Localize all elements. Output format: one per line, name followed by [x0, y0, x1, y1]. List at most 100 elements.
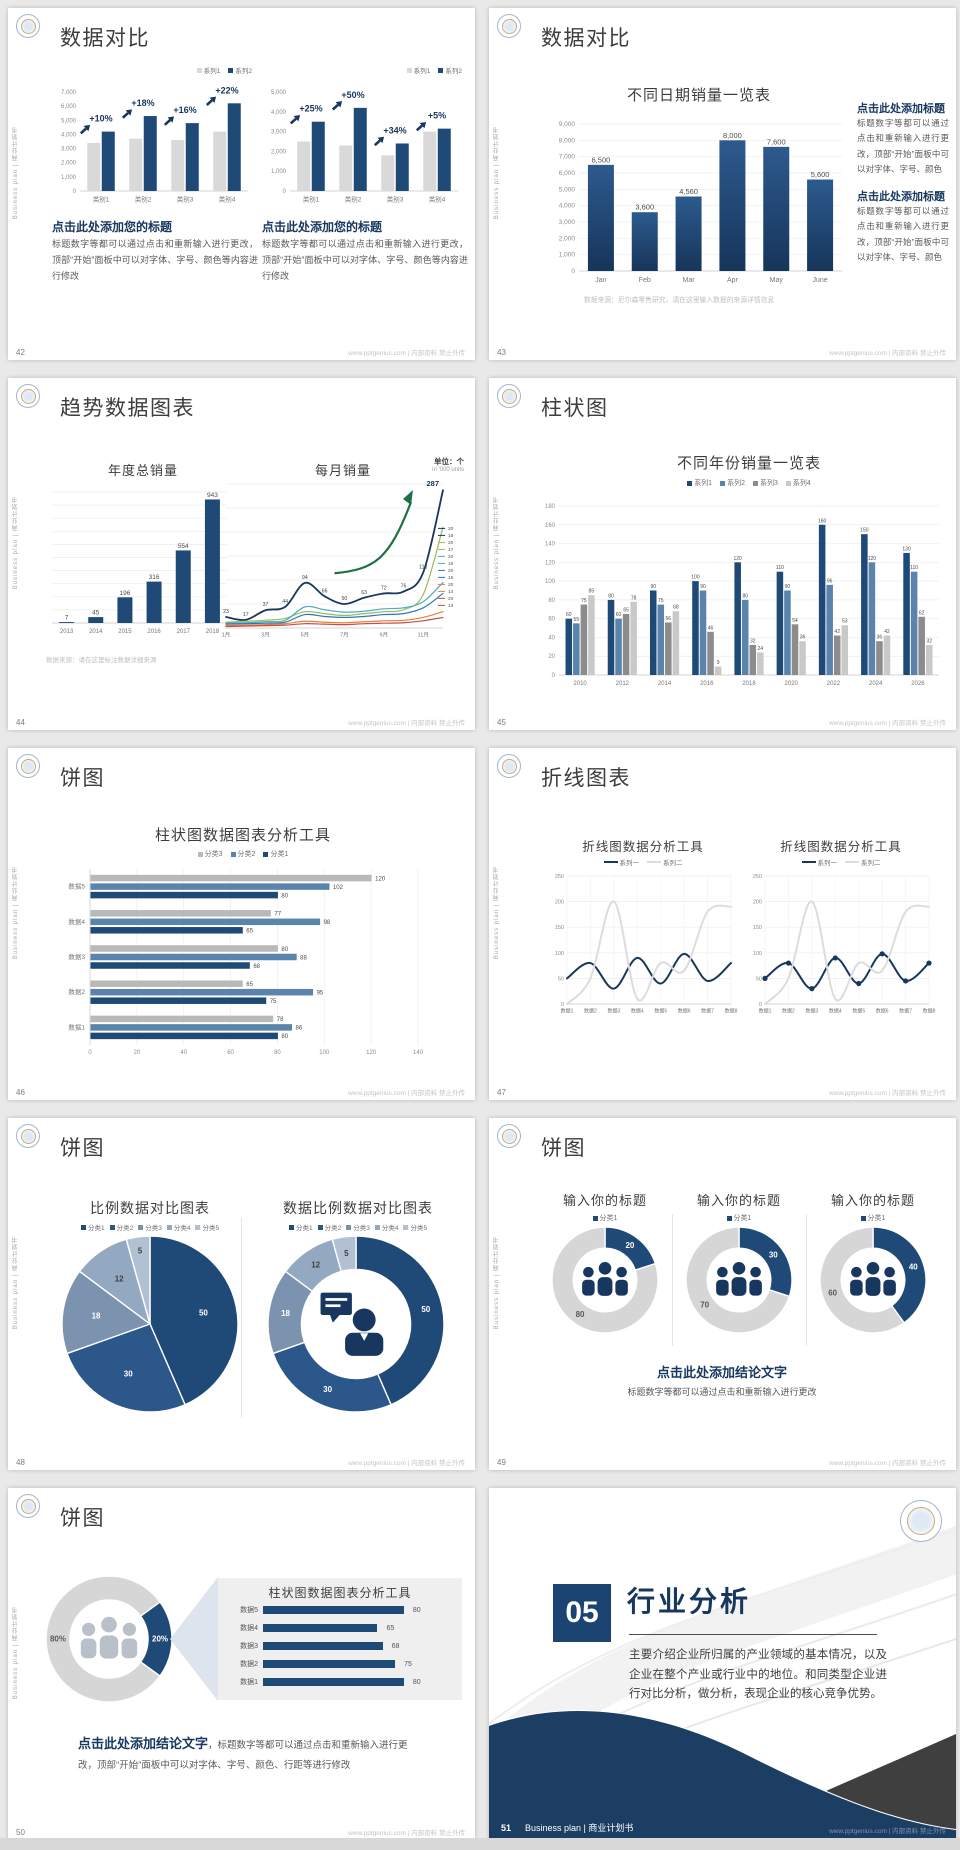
page-number: 42 [16, 348, 25, 357]
svg-text:68: 68 [673, 605, 679, 611]
row-value: 68 [391, 1642, 400, 1650]
legend-swatch-icon [166, 1224, 172, 1230]
legend-item: 分类1 [80, 1222, 105, 1232]
conclusion-heading: 点击此处添加结论文字 [656, 1365, 787, 1380]
legend-label: 系列3 [760, 480, 778, 487]
legend-line-swatch-icon [647, 861, 661, 863]
vertical-brand-text: Business plan | 商业计划书 [494, 1236, 500, 1330]
svg-text:18: 18 [448, 533, 454, 539]
divider [672, 1214, 673, 1346]
row-value: 80 [412, 1606, 421, 1614]
svg-text:90: 90 [650, 584, 656, 590]
grouped-bar-chart-left: 0 1,000 2,000 3,000 4,000 5,000 6,000 7,000 类别1 类… [61, 85, 248, 204]
legend-item: 分类4 [166, 1222, 190, 1232]
svg-text:120: 120 [734, 556, 743, 562]
section-title: 行业分析 [627, 1586, 752, 1617]
svg-text:75: 75 [581, 598, 587, 604]
svg-text:95: 95 [317, 990, 324, 996]
svg-text:数据4: 数据4 [631, 1008, 644, 1015]
legend-swatch-icon [860, 1215, 866, 1221]
svg-text:80: 80 [548, 598, 555, 604]
svg-text:2024: 2024 [869, 681, 883, 687]
svg-text:数据1: 数据1 [561, 1008, 574, 1015]
slide-49: Business plan | 商业计划书 饼图 输入你的标题 分类1 20 80… [489, 1118, 956, 1470]
brand-seal-icon [497, 14, 521, 38]
row-bar [263, 1624, 378, 1632]
brand-seal-icon [16, 14, 40, 38]
svg-text:0: 0 [283, 189, 287, 195]
row-label: 数据2 [240, 1661, 258, 1668]
svg-text:0: 0 [759, 1002, 762, 1008]
chart-title: 输入你的标题 [562, 1193, 647, 1208]
svg-text:4,000: 4,000 [61, 132, 77, 138]
svg-text:2010: 2010 [573, 681, 587, 687]
conclusion-text: 点击此处添加结论文字，标题数字等都可以通过点击和重新输入进行更改，顶部“开始”面… [78, 1732, 410, 1775]
section-body: 主要介绍企业所归属的产业领域的基本情况，以及企业在整个产业或行业中的地位。和同类… [629, 1649, 887, 1701]
svg-text:数据4: 数据4 [68, 917, 85, 926]
legend-label: 系列二 [861, 860, 881, 867]
svg-text:94: 94 [302, 575, 308, 581]
svg-text:2026: 2026 [911, 681, 925, 687]
svg-text:68: 68 [253, 964, 260, 970]
row-bar [263, 1606, 404, 1614]
legend-line-swatch-icon [603, 861, 618, 863]
legend-item: 分类1 [726, 1213, 751, 1223]
legend-item: 分类1 [288, 1222, 313, 1232]
svg-text:78: 78 [631, 595, 637, 601]
legend-item: 系列二 [647, 857, 683, 867]
svg-text:+5%: +5% [428, 111, 446, 121]
legend-item: 分类5 [403, 1222, 427, 1232]
chart-legend: 系列1 系列2 [52, 65, 252, 75]
chart-title: 不同日期销量一览表 [626, 87, 771, 104]
svg-text:5,000: 5,000 [559, 186, 576, 193]
legend-item: 分类1 [860, 1213, 885, 1223]
svg-text:7,000: 7,000 [559, 154, 576, 161]
page-number: 49 [497, 1458, 506, 1467]
slide-title: 数据对比 [541, 27, 631, 50]
svg-text:2016: 2016 [700, 681, 714, 687]
brand-seal-icon [16, 384, 40, 408]
conclusion-separator: ， [208, 1740, 218, 1751]
svg-text:96: 96 [827, 578, 833, 584]
svg-text:60: 60 [566, 612, 572, 618]
chart-legend: 分类1 分类2 分类3 分类4 分类5 [246, 1222, 470, 1232]
conclusion-body: 标题数字等都可以通过点击和重新输入进行更改，顶部“开始”面板中可以对字体、字号、… [78, 1740, 408, 1771]
svg-text:5: 5 [138, 1246, 143, 1255]
legend-label: 分类5 [202, 1225, 220, 1232]
svg-text:42: 42 [834, 629, 840, 635]
legend-label: 分类1 [599, 1215, 618, 1222]
donut-chart: 50 30 18 12 5 [267, 1235, 445, 1413]
svg-text:0: 0 [73, 189, 77, 195]
cta-body-text: 标题数字等都可以通过点击和重新输入进行更改，顶部“开始”面板中可以对字体、字号、… [857, 206, 949, 262]
svg-text:30: 30 [769, 1251, 778, 1260]
svg-text:20: 20 [448, 540, 454, 546]
row-label: 数据1 [240, 1679, 258, 1686]
svg-text:65: 65 [246, 929, 253, 935]
annual-sales-bar-chart: 7 45 196 316 554 943 2013 2014 2015 2016 2017 2018 [52, 491, 227, 635]
title-rule [629, 1634, 877, 1635]
slide-46: Business plan | 商业计划书 饼图 柱状图数据图表分析工具 分类3… [8, 748, 475, 1100]
svg-text:Mar: Mar [683, 277, 696, 284]
cta-heading: 点击此处添加您的标题 [52, 220, 173, 234]
svg-text:3,000: 3,000 [559, 219, 576, 226]
svg-text:140: 140 [413, 1050, 424, 1056]
svg-text:数据7: 数据7 [701, 1008, 714, 1015]
svg-text:80: 80 [281, 1034, 288, 1040]
svg-text:类别3: 类别3 [387, 195, 404, 204]
svg-text:1,000: 1,000 [271, 169, 287, 175]
legend-swatch-icon [346, 1224, 352, 1230]
svg-text:2018: 2018 [206, 629, 220, 635]
svg-text:Jan: Jan [595, 277, 606, 284]
slide-50: Business plan | 商业计划书 饼图 20% 80% 柱状图数据图表分… [8, 1488, 475, 1840]
svg-text:50: 50 [421, 1305, 430, 1314]
legend-label: 系列2 [235, 68, 252, 75]
legend-swatch-icon [195, 1224, 201, 1230]
cta-heading: 点击此处添加标题 [857, 103, 945, 115]
svg-text:180: 180 [545, 504, 556, 510]
legend-swatch-icon [726, 1215, 732, 1221]
page-number: 50 [16, 1828, 25, 1837]
svg-text:120: 120 [375, 876, 386, 882]
svg-text:42: 42 [884, 629, 890, 635]
legend-swatch-icon [263, 851, 269, 857]
slide-43: Business plan | 商业计划书 数据对比 不同日期销量一览表 0 1,… [489, 8, 956, 360]
